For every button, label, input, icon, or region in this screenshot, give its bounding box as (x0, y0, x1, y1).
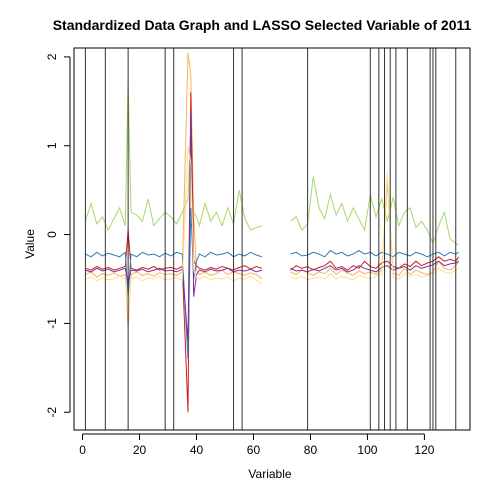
x-tick-label: 80 (304, 443, 318, 457)
y-tick-label: 0 (45, 231, 59, 238)
series-line-6-segment-1 (85, 145, 263, 320)
x-tick-label: 20 (133, 443, 147, 457)
axes: 0 20 40 60 80 100 120 -2 -1 0 1 2 (45, 53, 435, 457)
y-tick-label: 2 (45, 53, 59, 60)
series-line-3-segment-1 (85, 92, 263, 413)
x-tick-label: 60 (247, 443, 261, 457)
x-tick-label: 100 (357, 443, 377, 457)
series-line-1-segment-1 (84, 81, 263, 232)
chart-title: Standardized Data Graph and LASSO Select… (53, 17, 472, 33)
x-axis-label: Variable (248, 467, 291, 481)
series-layer (84, 52, 460, 413)
y-tick-label: -2 (45, 407, 59, 418)
plot-frame (73, 47, 471, 431)
series-line-2-segment-1 (85, 52, 263, 328)
x-tick-label: 120 (414, 443, 434, 457)
series-line-4-segment-1 (85, 207, 263, 359)
series-line-5-segment-1 (85, 110, 263, 342)
selected-variable-lines (84, 48, 457, 430)
x-tick-label: 0 (79, 443, 86, 457)
x-tick-label: 40 (190, 443, 204, 457)
y-tick-label: -1 (45, 318, 59, 329)
y-axis-label: Value (23, 229, 37, 259)
y-tick-label: 1 (45, 142, 59, 149)
